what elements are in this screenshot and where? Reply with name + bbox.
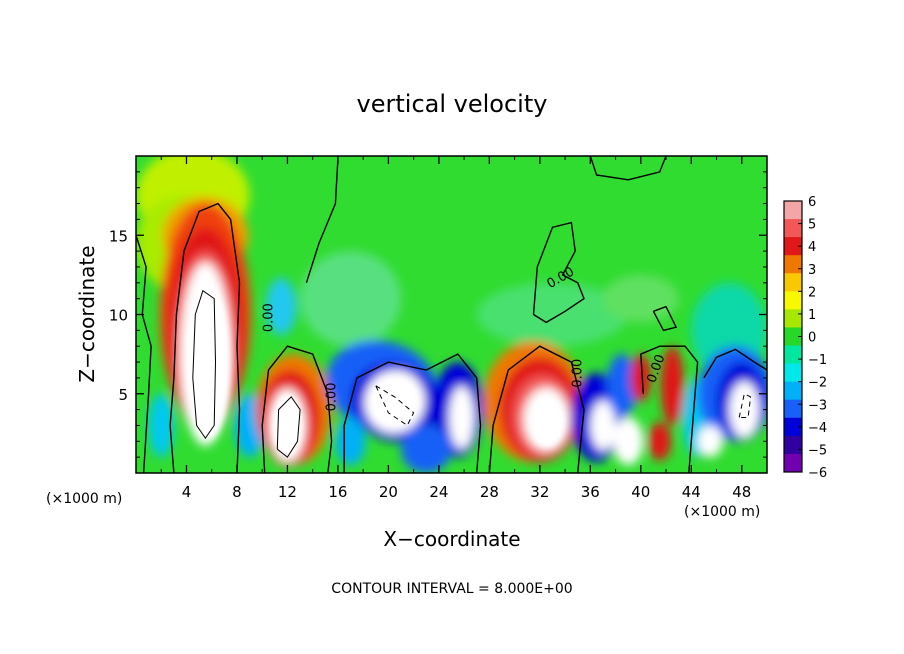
y-tick-label: 10 bbox=[109, 307, 128, 325]
y-axis-ticks: 5 10 15 bbox=[109, 171, 767, 458]
contour-zero bbox=[261, 345, 333, 473]
contour-positive bbox=[192, 289, 217, 439]
colorbar-swatch bbox=[784, 309, 802, 328]
bg-tint-blue bbox=[265, 278, 297, 336]
x-tick-label: 44 bbox=[682, 483, 701, 501]
contour-positive bbox=[276, 396, 301, 458]
bg-tint-cyan bbox=[476, 282, 629, 347]
colorbar-swatch bbox=[784, 255, 802, 274]
contour-negative bbox=[738, 393, 752, 418]
colorbar-tick-label: 3 bbox=[808, 263, 816, 278]
colorbar-tick-label: 1 bbox=[808, 308, 816, 323]
downdraft-white bbox=[697, 425, 723, 458]
updraft-core-white bbox=[531, 398, 564, 447]
contour-label: 0.00 bbox=[261, 303, 276, 332]
contour-zero bbox=[532, 221, 585, 324]
x-tick-label: 40 bbox=[631, 483, 650, 501]
contour-zero bbox=[136, 235, 152, 473]
contour-zero bbox=[488, 345, 585, 473]
contour-zero bbox=[343, 353, 482, 473]
downdraft-halo bbox=[606, 354, 638, 418]
colorbar-tick-label: 5 bbox=[808, 218, 816, 233]
updraft-small bbox=[648, 422, 672, 461]
x-tick-label: 24 bbox=[429, 483, 448, 501]
updraft-small bbox=[660, 346, 684, 426]
colorbar-tick-label: −3 bbox=[808, 398, 827, 413]
colorbar-swatch bbox=[784, 219, 802, 238]
colorbar-tick-label: −4 bbox=[808, 421, 827, 436]
chart-title: vertical velocity bbox=[357, 90, 548, 118]
side-blue bbox=[148, 393, 174, 458]
x-tick-label: 20 bbox=[379, 483, 398, 501]
colorbar-tick-label: 6 bbox=[808, 195, 816, 210]
contour-interval-note: CONTOUR INTERVAL = 8.000E+00 bbox=[331, 581, 572, 597]
x-axis-label: X−coordinate bbox=[383, 527, 520, 551]
colorbar-swatch bbox=[784, 237, 802, 256]
bg-tint-cyan bbox=[300, 251, 402, 347]
x-tick-label: 28 bbox=[480, 483, 499, 501]
colorbar-swatch bbox=[784, 435, 802, 455]
side-blue bbox=[401, 425, 452, 473]
contour-label: 0.00 bbox=[570, 359, 585, 388]
x-tick-label: 36 bbox=[581, 483, 600, 501]
colorbar-tick-label: 2 bbox=[808, 285, 816, 300]
x-tick-label: 16 bbox=[328, 483, 347, 501]
colorbar-swatch bbox=[784, 399, 802, 419]
x-tick-label: 48 bbox=[732, 483, 751, 501]
plot-area: 0.000.000.000.00 0.00 bbox=[136, 156, 767, 473]
x-unit-left: (×1000 m) bbox=[46, 491, 122, 507]
downdraft-white bbox=[448, 385, 475, 450]
x-axis-ticks: 4 8 12 16 20 24 28 32 36 40 44 48 bbox=[160, 156, 751, 501]
contour-zero bbox=[169, 202, 241, 473]
contour-zero bbox=[652, 305, 678, 332]
velocity-field-detail bbox=[189, 285, 564, 454]
bg-tint bbox=[602, 274, 679, 323]
colorbar-swatch bbox=[784, 327, 802, 347]
downdraft-white bbox=[613, 417, 644, 466]
colorbar-tick-label: −5 bbox=[808, 443, 827, 458]
colorbar-swatch bbox=[784, 291, 802, 310]
colorbar-swatch bbox=[784, 363, 802, 383]
colorbar-tick-label: −2 bbox=[808, 376, 827, 391]
downdraft-white bbox=[590, 400, 616, 451]
x-unit-right: (×1000 m) bbox=[684, 504, 760, 520]
downdraft-white bbox=[729, 381, 760, 439]
colorbar-swatch bbox=[784, 273, 802, 292]
x-tick-label: 32 bbox=[530, 483, 549, 501]
x-tick-label: 12 bbox=[278, 483, 297, 501]
side-blue bbox=[335, 417, 366, 466]
x-tick-label: 8 bbox=[232, 483, 242, 501]
contour-negative bbox=[375, 385, 415, 427]
colorbar: 6 5 4 3 2 1 0 −1 −2 −3 −4 −5 −6 bbox=[783, 195, 827, 481]
y-axis-label: Z−coordinate bbox=[75, 245, 99, 382]
contour-zero bbox=[640, 345, 699, 473]
colorbar-tick-label: 4 bbox=[808, 240, 816, 255]
updraft-core-white bbox=[189, 285, 230, 439]
downdraft-white bbox=[372, 379, 418, 424]
colorbar-swatch bbox=[784, 381, 802, 401]
contour-label: 0.00 bbox=[324, 382, 339, 411]
y-tick-label: 5 bbox=[118, 386, 128, 404]
contour-zero bbox=[703, 348, 767, 379]
colorbar-swatch bbox=[784, 417, 802, 437]
colorbar-tick-label: −6 bbox=[808, 466, 827, 481]
colorbar-swatch bbox=[784, 453, 802, 473]
updraft-core-white bbox=[273, 396, 302, 454]
contour-zero bbox=[305, 159, 339, 284]
colorbar-tick-label: 0 bbox=[808, 331, 816, 346]
contour-zero bbox=[589, 156, 667, 181]
colorbar-swatch bbox=[784, 201, 802, 220]
x-tick-label: 4 bbox=[182, 483, 192, 501]
y-tick-label: 15 bbox=[109, 227, 128, 245]
updraft-small bbox=[630, 354, 651, 402]
colorbar-tick-label: −1 bbox=[808, 353, 827, 368]
colorbar-swatch bbox=[784, 345, 802, 365]
